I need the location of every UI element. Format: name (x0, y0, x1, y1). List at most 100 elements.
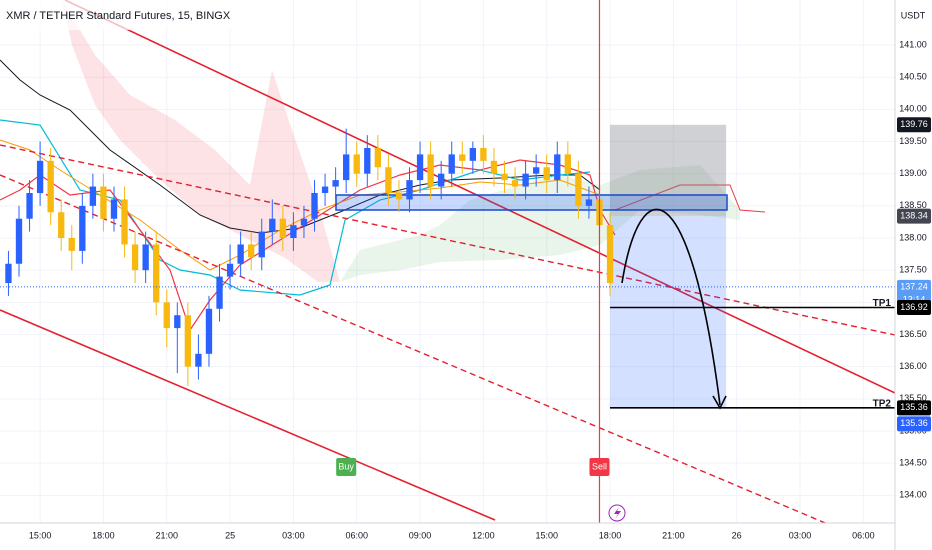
target-zone (610, 216, 727, 408)
y-tick-label: 139.00 (899, 168, 927, 178)
stop-zone (610, 124, 727, 217)
candle-body (321, 186, 329, 193)
candle-body (205, 308, 213, 354)
candle-body (353, 154, 360, 174)
candle-body (480, 147, 487, 161)
y-tick-label: 136.00 (899, 361, 927, 371)
x-tick-label: 06:00 (345, 530, 368, 540)
x-tick-label: 12:00 (472, 530, 495, 540)
price-label-text: 136.92 (900, 302, 928, 312)
candle-body (300, 218, 308, 226)
candle-body (332, 180, 339, 187)
candle-body (511, 180, 519, 187)
price-label-text: 138.34 (900, 211, 928, 221)
candle-body (543, 167, 550, 181)
x-tick-label: 18:00 (599, 530, 622, 540)
candle-body (121, 199, 128, 245)
signal-label: Sell (592, 461, 607, 471)
candle-body (606, 225, 614, 284)
y-tick-label: 134.50 (899, 458, 927, 468)
forecast-arrow (621, 208, 721, 406)
candle-body (248, 244, 255, 258)
signal-badge (589, 458, 610, 476)
candle-body (564, 154, 571, 174)
x-tick-label: 06:00 (852, 530, 875, 540)
axes: 134.00134.50135.00135.50136.00136.50137.… (29, 39, 931, 540)
candle-body (364, 147, 371, 174)
position (610, 124, 727, 408)
y-tick-label: 140.50 (899, 72, 927, 82)
y-tick-label: 135.50 (899, 393, 927, 403)
candle-body (237, 244, 244, 264)
trend-line (64, 0, 896, 394)
x-tick-label: 26 (732, 530, 742, 540)
candle-body (385, 167, 392, 193)
candle-body (459, 154, 466, 161)
price-label-text: 139.76 (900, 119, 928, 129)
candle-body (311, 192, 318, 219)
candle-body (448, 154, 455, 174)
y-tick-label: 138.50 (899, 200, 927, 210)
x-tick-label: 03:00 (789, 530, 812, 540)
candle-body (36, 160, 44, 193)
candle-body (490, 160, 498, 174)
price-label (897, 299, 931, 315)
candle-body (406, 180, 413, 200)
price-label (897, 208, 931, 224)
y-tick-label: 139.50 (899, 136, 927, 146)
y-tick-label: 140.00 (899, 104, 927, 114)
price-label-text: 135.36 (900, 402, 928, 412)
x-tick-label: 25 (225, 530, 235, 540)
candle-body (68, 238, 75, 251)
candle-body (226, 263, 234, 277)
candle-body (58, 212, 65, 239)
currency-label: USDT (901, 10, 926, 20)
candle-body (585, 199, 593, 206)
candle-body (174, 315, 181, 329)
candle-body (269, 218, 276, 232)
candle-body (47, 160, 54, 213)
candle-body (184, 315, 192, 367)
candle-body (469, 147, 476, 161)
candle-body (89, 186, 97, 206)
chart-title: XMR / TETHER Standard Futures, 15, BINGX (6, 10, 231, 22)
event-icon-bolt (614, 507, 621, 519)
x-tick-label: 15:00 (535, 530, 558, 540)
base-line (0, 119, 591, 296)
candle-body (15, 218, 23, 264)
candle-body (5, 263, 12, 284)
candle-body (153, 244, 160, 303)
price-label-text: 137.24 (900, 281, 928, 291)
signal-badge (336, 458, 357, 476)
trend-line (0, 309, 496, 521)
title-bg (0, 0, 250, 30)
x-tick-label: 03:00 (282, 530, 305, 540)
zone (335, 194, 728, 211)
y-tick-label: 141.00 (899, 39, 927, 49)
candle-body (163, 302, 170, 329)
price-label (897, 117, 931, 133)
candle-body (26, 192, 33, 219)
price-axis (895, 0, 932, 550)
x-tick-label: 21:00 (155, 530, 178, 540)
time-axis (0, 523, 895, 550)
x-tick-label: 18:00 (92, 530, 115, 540)
candle-body (374, 147, 382, 168)
candle-body (416, 154, 424, 181)
y-tick-label: 136.50 (899, 329, 927, 339)
price-label (897, 400, 931, 416)
candle-body (258, 231, 265, 258)
overlay: TP1 TP2 Buy Sell (0, 0, 895, 523)
candle-body (142, 244, 149, 271)
candle-body (110, 199, 118, 219)
candle-body (501, 173, 508, 181)
candle-body (216, 276, 223, 309)
cloud-bear (62, 0, 340, 282)
upper-band (614, 184, 766, 213)
price-label-text: 135.36 (900, 418, 928, 428)
candles (5, 128, 614, 386)
target-label: TP1 (873, 298, 892, 309)
trend-line-dashed (0, 174, 831, 526)
